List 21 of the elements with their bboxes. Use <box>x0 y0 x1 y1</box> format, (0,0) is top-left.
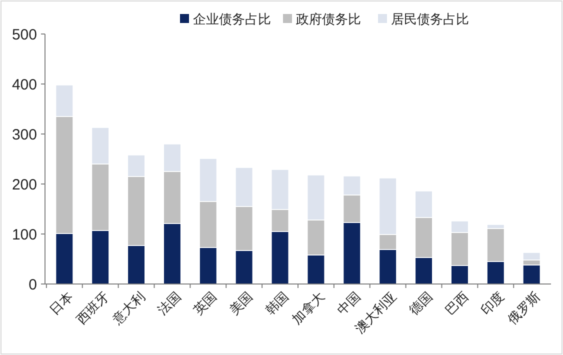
x-tick-label: 法国 <box>154 288 184 318</box>
legend-label: 居民债务占比 <box>391 12 469 27</box>
y-tick-label: 0 <box>28 276 37 294</box>
x-tick-label: 巴西 <box>442 288 472 318</box>
x-tick-label: 美国 <box>226 288 256 318</box>
x-tick-label: 英国 <box>190 288 220 318</box>
x-tick-label: 印度 <box>478 288 507 318</box>
legend-label: 政府债务比 <box>296 12 361 27</box>
legend-label: 企业债务占比 <box>193 12 271 27</box>
y-tick-label: 300 <box>12 126 37 144</box>
x-tick-label: 中国 <box>334 288 364 318</box>
y-tick-label: 400 <box>12 76 37 94</box>
y-tick-label: 500 <box>12 26 37 44</box>
bar <box>522 264 541 284</box>
x-tick-label: 德国 <box>406 288 436 318</box>
x-tick-label: 韩国 <box>262 288 292 318</box>
y-tick-label: 200 <box>12 176 37 194</box>
x-tick-label: 日本 <box>46 288 76 318</box>
y-tick-label: 100 <box>12 226 37 244</box>
x-tick-label: 俄罗斯 <box>504 288 543 327</box>
x-tick-label: 加拿大 <box>289 288 328 327</box>
